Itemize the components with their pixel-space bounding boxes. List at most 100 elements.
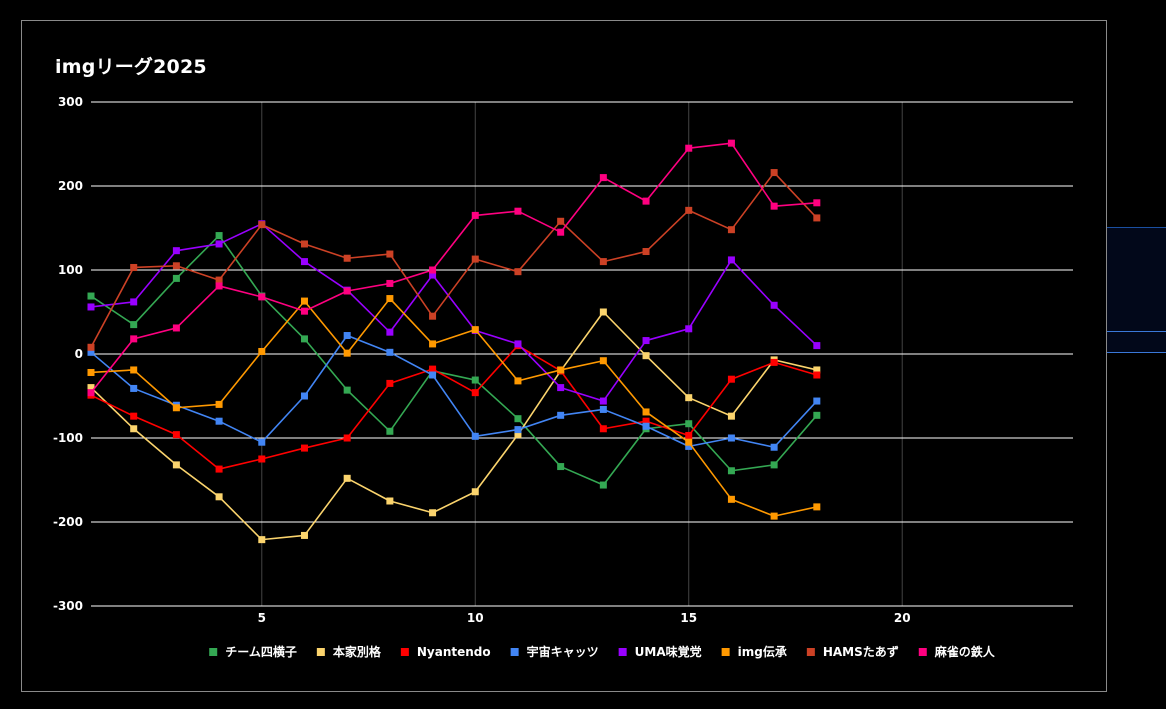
data-point: [599, 405, 607, 413]
x-tick-label-10: 10: [467, 611, 484, 625]
legend-label-7: 麻雀の鉄人: [934, 644, 996, 659]
data-point: [599, 258, 607, 266]
legend-label-2: Nyantendo: [417, 645, 491, 659]
data-point: [343, 349, 351, 357]
legend-swatch-3: [510, 648, 519, 656]
data-point: [727, 412, 735, 420]
y-tick-label--100: -100: [53, 431, 83, 445]
x-tick-label-5: 5: [258, 611, 266, 625]
data-point: [258, 536, 266, 544]
data-point: [685, 206, 693, 214]
data-point: [300, 444, 308, 452]
data-point: [471, 211, 479, 219]
data-point: [727, 375, 735, 383]
data-point: [429, 271, 437, 279]
data-point: [599, 481, 607, 489]
series-line-7: [90, 142, 817, 394]
data-point: [258, 455, 266, 463]
data-point: [215, 493, 223, 501]
data-point: [172, 247, 180, 255]
x-tick-label-15: 15: [680, 611, 697, 625]
data-point: [557, 228, 565, 236]
data-point: [172, 324, 180, 332]
data-point: [386, 379, 394, 387]
y-tick-label-300: 300: [58, 95, 83, 109]
data-point: [557, 384, 565, 392]
data-point: [599, 397, 607, 405]
data-point: [172, 262, 180, 270]
data-point: [685, 442, 693, 450]
data-point: [642, 337, 650, 345]
series-layer: [87, 139, 821, 544]
data-point: [429, 371, 437, 379]
data-point: [300, 307, 308, 315]
data-point: [300, 335, 308, 343]
data-point: [300, 392, 308, 400]
data-point: [727, 139, 735, 147]
data-point: [130, 412, 138, 420]
data-point: [87, 303, 95, 311]
data-point: [770, 443, 778, 451]
legend-swatch-0: [209, 648, 218, 656]
series-line-1: [90, 311, 818, 541]
data-point: [130, 298, 138, 306]
data-point: [429, 509, 437, 517]
series-7: [87, 139, 821, 397]
data-point: [87, 343, 95, 351]
data-point: [514, 415, 522, 423]
data-point: [770, 301, 778, 309]
data-point: [215, 240, 223, 248]
data-point: [172, 274, 180, 282]
legend-swatch-1: [316, 648, 325, 656]
y-tick-label-0: 0: [75, 347, 83, 361]
legend-swatch-2: [400, 648, 409, 656]
series-1: [87, 308, 821, 544]
data-point: [343, 474, 351, 482]
data-point: [172, 461, 180, 469]
legend-label-6: HAMSたあず: [823, 644, 899, 659]
data-point: [813, 371, 821, 379]
grid-layer: 5 10 15 20 -300 -200 -100 0 100 200 300: [53, 95, 1073, 625]
data-point: [215, 232, 223, 240]
data-point: [386, 328, 394, 336]
data-point: [471, 326, 479, 334]
data-point: [514, 426, 522, 434]
data-point: [557, 463, 565, 471]
data-point: [813, 199, 821, 207]
data-point: [300, 240, 308, 248]
series-4: [87, 220, 821, 405]
data-point: [87, 389, 95, 397]
data-point: [727, 226, 735, 234]
data-point: [685, 420, 693, 428]
data-point: [471, 488, 479, 496]
data-point: [343, 386, 351, 394]
data-point: [87, 292, 95, 300]
data-point: [130, 263, 138, 271]
data-point: [386, 497, 394, 505]
series-6: [87, 169, 821, 351]
series-line-4: [90, 223, 818, 402]
data-point: [514, 377, 522, 385]
y-tick-label-100: 100: [58, 263, 83, 277]
data-point: [514, 340, 522, 348]
data-point: [813, 342, 821, 350]
data-point: [87, 348, 95, 356]
data-point: [727, 495, 735, 503]
data-point: [130, 384, 138, 392]
data-point: [386, 279, 394, 287]
legend-label-1: 本家別格: [333, 644, 382, 659]
data-point: [514, 268, 522, 276]
series-5: [87, 295, 821, 520]
data-point: [813, 397, 821, 405]
data-point: [343, 254, 351, 262]
data-point: [514, 207, 522, 215]
data-point: [685, 325, 693, 333]
data-point: [642, 248, 650, 256]
legend: チーム四横子 本家別格 Nyantendo 宇宙キャッツ UMA味覚党 img伝承 HAMS…: [209, 644, 996, 659]
data-point: [599, 425, 607, 433]
chart-title: imgリーグ2025: [55, 56, 207, 78]
side-panel: [1107, 227, 1166, 353]
data-point: [514, 431, 522, 439]
side-panel-divider: [1107, 331, 1166, 332]
